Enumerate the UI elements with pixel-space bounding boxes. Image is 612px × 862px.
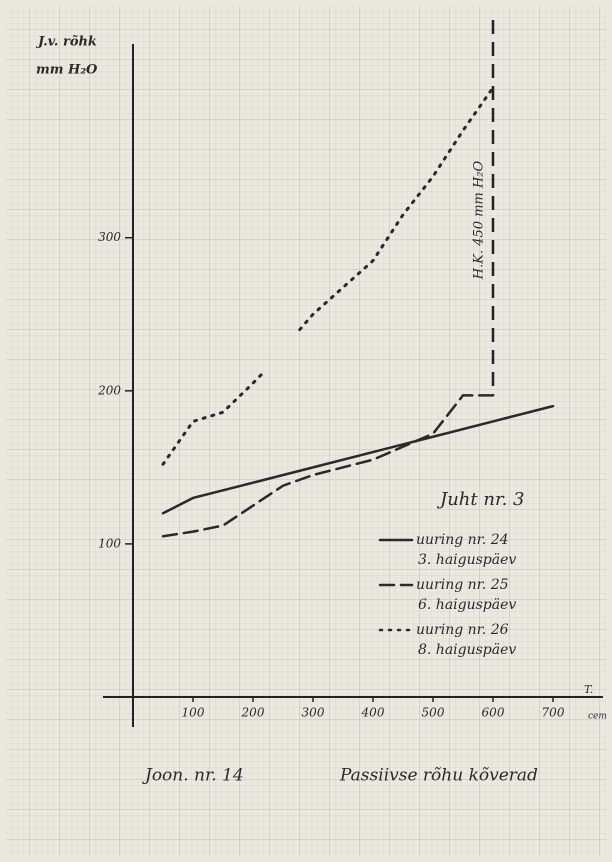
caption: Joon. nr. 14 <box>142 766 244 786</box>
chart: J.v. rõhk mm H₂O T. cem Joon. nr. 14 Pas… <box>0 0 612 862</box>
legend-label: 6. haiguspäev <box>418 597 516 613</box>
legend-label: uuring nr. 26 <box>416 622 509 638</box>
legend-label: 3. haiguspäev <box>418 552 516 568</box>
legend-label: 8. haiguspäev <box>418 642 516 658</box>
y-tick-label: 100 <box>98 536 121 550</box>
x-tick-label: 700 <box>542 706 565 720</box>
x-axis-label: cem <box>588 712 607 722</box>
x-tick-label: 100 <box>182 706 205 720</box>
x-tick-label: 400 <box>361 706 385 720</box>
x-tick-label: 200 <box>241 706 265 720</box>
legend-label: uuring nr. 25 <box>416 577 509 593</box>
y-axis-label: J.v. rõhk <box>35 35 97 50</box>
reference-label: H.K. 450 mm H₂O <box>472 160 487 280</box>
x-tick-label: 500 <box>422 706 445 720</box>
legend-title: Juht nr. 3 <box>436 489 524 510</box>
y-tick-label: 200 <box>97 383 121 397</box>
legend-label: uuring nr. 24 <box>416 532 509 548</box>
caption: Passiivse rõhu kõverad <box>339 766 538 786</box>
x-axis-label: T. <box>584 683 593 696</box>
x-tick-label: 300 <box>302 706 325 720</box>
x-tick-label: 600 <box>482 706 505 720</box>
y-tick-label: 300 <box>98 230 121 244</box>
page: J.v. rõhk mm H₂O T. cem Joon. nr. 14 Pas… <box>0 0 612 862</box>
y-axis-label: mm H₂O <box>36 63 98 78</box>
graph-grid <box>6 6 606 856</box>
